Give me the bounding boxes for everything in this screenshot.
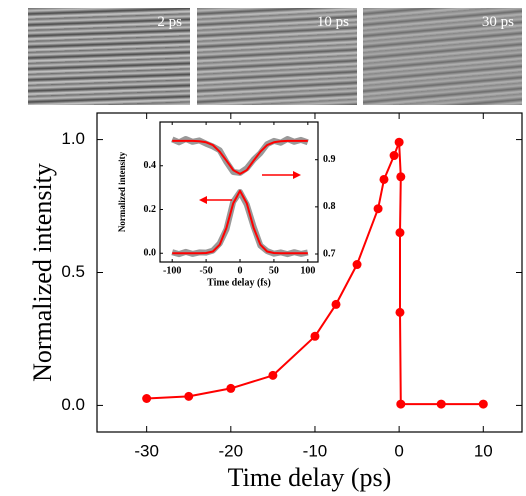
y-tick-label: 0.0: [144, 248, 157, 259]
x-tick-label: 0: [238, 265, 243, 276]
data-point: [331, 299, 341, 309]
data-point: [389, 151, 399, 161]
x-tick-label: -10: [303, 441, 328, 460]
data-point: [478, 399, 488, 409]
x-tick-label: 0: [394, 441, 403, 460]
x-tick-label: -20: [219, 441, 244, 460]
arrow-head: [293, 171, 301, 179]
x-tick-label: -50: [199, 265, 212, 276]
image-panel: 30 ps: [363, 8, 522, 105]
data-point: [373, 204, 383, 214]
y2-tick-label: 0.9: [323, 154, 336, 165]
panel-label: 2 ps: [157, 14, 182, 30]
panel-label: 10 ps: [316, 14, 349, 30]
y-tick-label: 0.0: [61, 395, 85, 414]
y2-tick-label: 0.7: [323, 248, 336, 259]
data-point: [352, 260, 362, 270]
data-point: [268, 370, 278, 380]
image-panel: 2 ps: [28, 8, 190, 105]
x-tick-label: 10: [474, 441, 493, 460]
panel-label: 30 ps: [481, 14, 514, 30]
series-line: [172, 139, 308, 175]
x-tick-label: -100: [163, 265, 181, 276]
data-point: [395, 228, 405, 238]
x-tick-label: 100: [300, 265, 315, 276]
x-axis-label: Time delay (fs): [207, 277, 271, 288]
y-axis-label: Normalized intensity: [28, 163, 57, 382]
data-point: [436, 399, 446, 409]
x-tick-label: -30: [134, 441, 159, 460]
y-tick-label: 0.5: [61, 262, 85, 281]
x-axis-label: Time delay (ps): [228, 463, 392, 492]
data-point: [394, 137, 404, 147]
y2-tick-label: 0.8: [323, 201, 336, 212]
image-panel: 10 ps: [197, 8, 357, 105]
y-tick-label: 0.2: [144, 204, 157, 215]
data-point: [379, 174, 389, 184]
data-point: [310, 331, 320, 341]
series-line: [172, 189, 308, 255]
y-tick-label: 1.0: [61, 129, 85, 148]
data-point: [142, 394, 152, 404]
data-point: [226, 383, 236, 393]
x-tick-label: 50: [269, 265, 279, 276]
data-point: [396, 172, 406, 182]
y-tick-label: 0.4: [144, 160, 157, 171]
data-point: [184, 391, 194, 401]
y-axis-label: Normalized intensity: [117, 151, 127, 232]
data-point: [395, 307, 405, 317]
arrow-head: [199, 196, 207, 204]
inset-arrows: [199, 171, 301, 204]
data-point: [396, 399, 406, 409]
